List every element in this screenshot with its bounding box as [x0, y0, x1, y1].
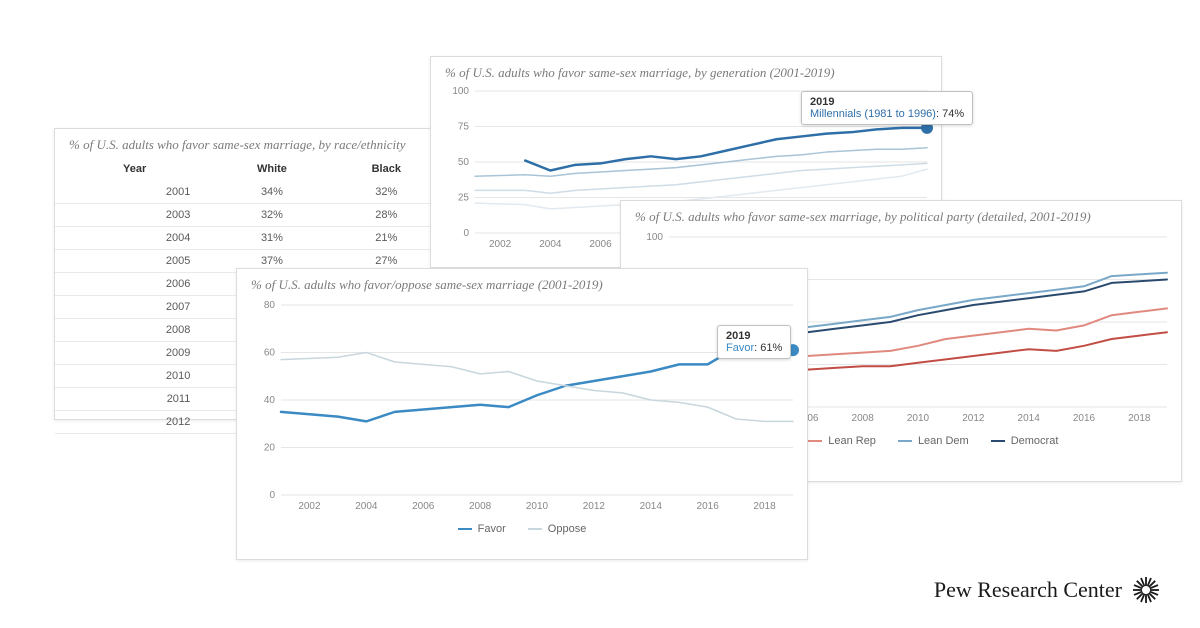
- svg-text:0: 0: [463, 228, 469, 239]
- favor-oppose-area: 0 20 40 60 80 2002 2004 2006 2008 2010 2012 2014 201…: [237, 297, 807, 517]
- svg-text:40: 40: [264, 395, 276, 406]
- generation-tooltip: 2019 Millennials (1981 to 1996): 74%: [801, 91, 973, 125]
- svg-text:80: 80: [264, 300, 276, 311]
- legend-item: Lean Dem: [898, 435, 969, 447]
- svg-text:2018: 2018: [1128, 413, 1151, 424]
- svg-text:25: 25: [458, 193, 470, 204]
- sunburst-icon: [1132, 576, 1160, 604]
- party-chart-title: % of U.S. adults who favor same-sex marr…: [621, 201, 1181, 229]
- favor-oppose-panel: % of U.S. adults who favor/oppose same-s…: [236, 268, 808, 560]
- tooltip-series: Millennials (1981 to 1996): 74%: [810, 108, 964, 120]
- legend-item: Oppose: [528, 523, 587, 535]
- svg-text:2010: 2010: [526, 501, 549, 512]
- svg-text:20: 20: [264, 443, 276, 454]
- svg-text:2014: 2014: [1018, 413, 1041, 424]
- svg-text:2002: 2002: [298, 501, 321, 512]
- table-row: 200332%28%: [55, 204, 443, 227]
- legend-item: Democrat: [991, 435, 1059, 447]
- table-row: 200431%21%: [55, 227, 443, 250]
- svg-text:100: 100: [452, 86, 469, 97]
- legend-item: Favor: [458, 523, 506, 535]
- favor-oppose-title: % of U.S. adults who favor/oppose same-s…: [237, 269, 807, 297]
- svg-text:100: 100: [646, 232, 663, 243]
- svg-text:2008: 2008: [469, 501, 492, 512]
- svg-text:0: 0: [269, 490, 275, 501]
- svg-text:50: 50: [458, 157, 470, 168]
- svg-text:2014: 2014: [640, 501, 663, 512]
- table-header: White: [214, 157, 329, 181]
- svg-text:2008: 2008: [852, 413, 875, 424]
- svg-text:60: 60: [264, 348, 276, 359]
- svg-text:75: 75: [458, 122, 470, 133]
- svg-text:2006: 2006: [589, 239, 612, 250]
- svg-text:2012: 2012: [583, 501, 606, 512]
- generation-chart-title: % of U.S. adults who favor same-sex marr…: [431, 57, 941, 85]
- svg-text:2012: 2012: [962, 413, 985, 424]
- svg-text:2018: 2018: [753, 501, 776, 512]
- svg-text:2004: 2004: [355, 501, 378, 512]
- svg-text:2016: 2016: [697, 501, 720, 512]
- svg-text:2016: 2016: [1073, 413, 1096, 424]
- tooltip-year: 2019: [726, 330, 750, 342]
- svg-text:2006: 2006: [412, 501, 435, 512]
- table-row: 200134%32%: [55, 181, 443, 204]
- svg-text:2004: 2004: [539, 239, 562, 250]
- tooltip-year: 2019: [810, 96, 834, 108]
- table-title: % of U.S. adults who favor same-sex marr…: [55, 129, 443, 157]
- svg-text:2002: 2002: [489, 239, 512, 250]
- table-header: Year: [55, 157, 214, 181]
- favor-oppose-tooltip: 2019 Favor: 61%: [717, 325, 791, 359]
- tooltip-series: Favor: 61%: [726, 342, 782, 354]
- legend-item: Lean Rep: [808, 435, 876, 447]
- favor-oppose-legend: Favor Oppose: [237, 517, 807, 545]
- brand-logo: Pew Research Center: [934, 576, 1160, 604]
- brand-name: Pew Research Center: [934, 577, 1122, 603]
- svg-text:2010: 2010: [907, 413, 930, 424]
- table-header: Black: [330, 157, 443, 181]
